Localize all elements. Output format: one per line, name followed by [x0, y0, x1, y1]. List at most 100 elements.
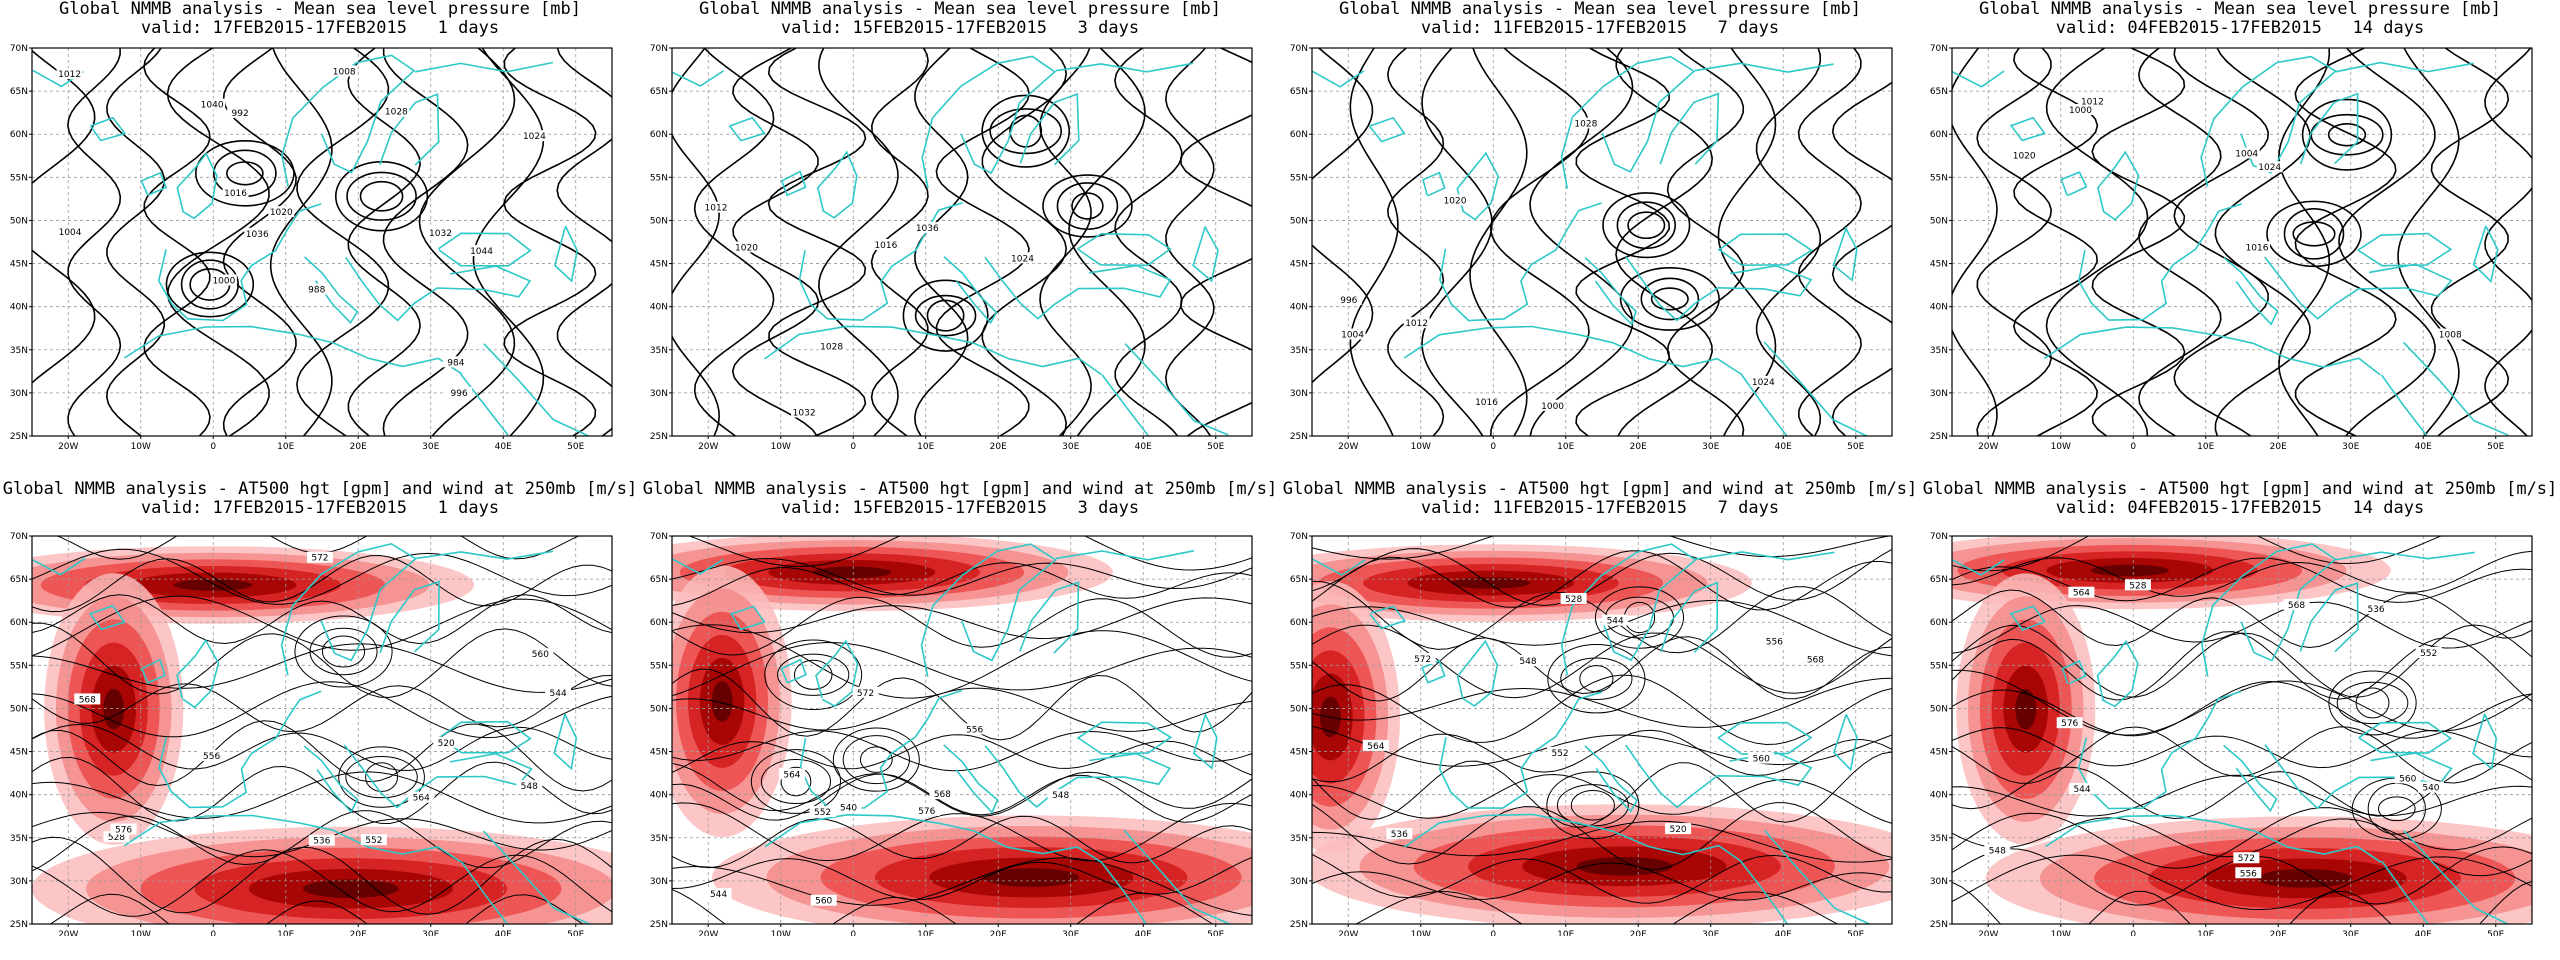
- coastline: [2061, 660, 2087, 685]
- contour-line: [1068, 48, 1146, 436]
- closed-contour: [180, 259, 239, 310]
- contour-label-bg: [442, 356, 469, 368]
- contour-line: [693, 48, 775, 436]
- contour-label-bg: [110, 823, 137, 835]
- closed-contour: [1616, 201, 1676, 250]
- contour-label: 1000: [2069, 106, 2092, 116]
- closed-contour: [365, 762, 399, 792]
- contour-label: 552: [365, 836, 382, 846]
- latitude-label: 25N: [10, 920, 28, 930]
- latitude-label: 25N: [650, 432, 668, 442]
- contour-line: [347, 48, 421, 436]
- contour-label-bg: [199, 98, 226, 110]
- contour-label: 1020: [2013, 152, 2036, 162]
- longitude-label: 30E: [422, 930, 439, 936]
- coastline: [1055, 62, 1194, 73]
- map-frame: [1951, 47, 2533, 437]
- contour-label: 1004: [2235, 149, 2258, 159]
- coastline: [123, 325, 463, 375]
- coastline: [2299, 582, 2359, 653]
- contour-label-bg: [222, 186, 249, 198]
- contour-label: 528: [1565, 595, 1582, 605]
- contour-line: [2045, 48, 2149, 436]
- longitude-label: 10W: [2051, 930, 2071, 936]
- latitude-label: 35N: [1930, 834, 1948, 844]
- contour-label: 1044: [470, 247, 493, 257]
- contour-line: [1312, 773, 1892, 824]
- coastline: [140, 171, 168, 196]
- contour-line: [672, 48, 721, 436]
- latitude-label: 60N: [10, 618, 28, 628]
- contour-label-bg: [527, 648, 554, 660]
- contour-line: [2173, 48, 2270, 436]
- coastline: [984, 256, 1172, 320]
- closed-contour: [1570, 789, 1615, 821]
- contour-label: 1000: [212, 276, 235, 286]
- contour-line: [672, 734, 1252, 776]
- closed-contour: [902, 279, 989, 352]
- coastline: [2264, 256, 2453, 320]
- coastline: [2201, 543, 2337, 677]
- wind-speed-shading: [711, 680, 733, 722]
- latitude-label: 55N: [10, 173, 28, 183]
- wind-speed-shading: [812, 566, 892, 579]
- contour-label-bg: [408, 791, 435, 803]
- contour-line: [1755, 48, 1822, 436]
- longitude-label: 10E: [277, 442, 294, 452]
- latitude-label: 55N: [650, 173, 668, 183]
- contour-label: 1024: [2258, 163, 2281, 173]
- contour-line: [1164, 48, 1215, 436]
- longitude-label: 20W: [1978, 442, 1998, 452]
- contour-label: 552: [814, 808, 831, 818]
- panel-valid-period: valid: 04FEB2015-17FEB2015 14 days: [2055, 498, 2425, 518]
- contour-label-bg: [961, 723, 988, 735]
- contour-label: 1020: [270, 208, 293, 218]
- coastline: [345, 256, 532, 322]
- coastline: [1422, 171, 1446, 197]
- closed-contour: [859, 746, 893, 773]
- latitude-label: 30N: [1930, 389, 1948, 399]
- coastline: [728, 116, 766, 142]
- longitude-label: 0: [210, 442, 216, 452]
- contour-label: 564: [413, 794, 430, 804]
- closed-contour: [777, 653, 850, 696]
- coastline: [815, 639, 859, 708]
- closed-contour: [780, 766, 812, 797]
- contour-line: [1312, 751, 1892, 828]
- contour-line: [2091, 48, 2186, 436]
- contour-label: 1032: [429, 229, 452, 239]
- contour-label: 572: [311, 554, 328, 564]
- contour-label-bg: [210, 274, 237, 286]
- contour-label: 576: [918, 807, 935, 817]
- contour-label-bg: [1984, 844, 2011, 856]
- longitude-label: 10E: [277, 930, 294, 936]
- latitude-label: 35N: [650, 834, 668, 844]
- contour-line: [32, 595, 612, 657]
- contour-line: [556, 48, 612, 436]
- contour-label: 568: [79, 695, 96, 705]
- contour-line: [1421, 48, 1493, 436]
- contour-label-bg: [1403, 317, 1430, 329]
- contour-label: 1016: [874, 241, 897, 251]
- coastline: [1740, 860, 1788, 924]
- closed-contour: [2310, 113, 2384, 156]
- coastline: [1019, 581, 1080, 654]
- coastline: [1312, 70, 1365, 88]
- latitude-label: 60N: [650, 130, 668, 140]
- map-frame: [1311, 535, 1893, 925]
- contour-line: [269, 48, 333, 436]
- closed-contour: [165, 251, 255, 318]
- coastline: [1456, 151, 1500, 221]
- coastline: [482, 830, 590, 924]
- contour-line: [1312, 674, 1892, 746]
- contour-label-bg: [914, 222, 941, 234]
- latitude-label: 30N: [1290, 389, 1308, 399]
- contour-line: [67, 48, 122, 436]
- latitude-label: 60N: [1930, 618, 1948, 628]
- latitude-label: 65N: [10, 575, 28, 585]
- longitude-label: 0: [1490, 930, 1496, 936]
- coastline: [2223, 257, 2279, 326]
- contour-label: 1004: [59, 228, 82, 238]
- coastline: [1694, 62, 1834, 73]
- contour-label-bg: [810, 894, 837, 906]
